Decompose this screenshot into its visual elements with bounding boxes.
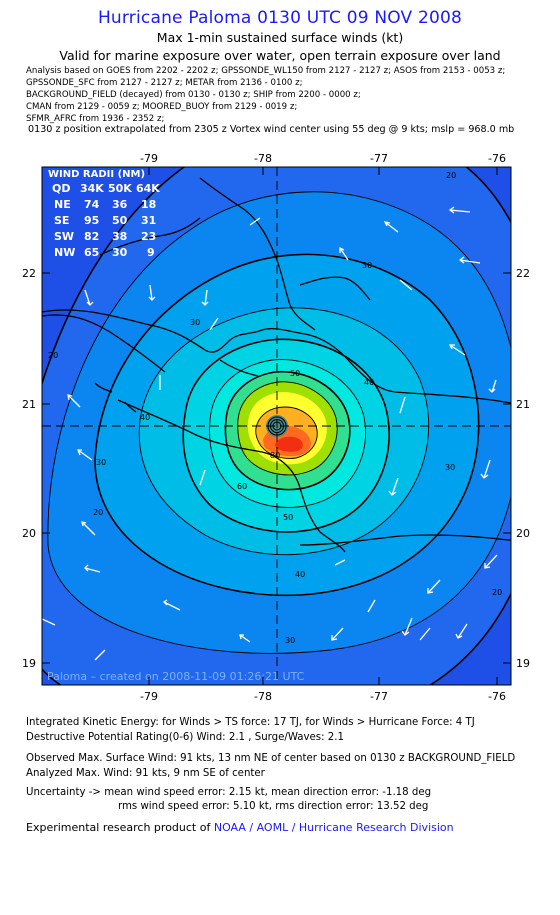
wind-radii-cell: 18 [141,198,156,211]
y-tick-label-left: 22 [22,267,36,280]
contour-label: 20 [492,588,502,597]
x-tick-label-top: -78 [254,152,272,165]
y-tick-label-right: 21 [516,398,530,411]
x-tick-label-bottom: -78 [254,690,272,703]
contour-label: 40 [140,413,150,422]
chart-subtitle-units: Max 1-min sustained surface winds (kt) [156,30,404,45]
contour-label: 30 [190,318,200,327]
wind-radii-header-50k: 50K [108,182,132,195]
hrd-link[interactable]: NOAA / AOML / Hurricane Research Divisio… [213,821,454,834]
contour-label: 50 [290,369,300,378]
x-tick-label-top: -79 [140,152,158,165]
wind-radii-title: WIND RADII (NM) [48,169,145,180]
y-tick-label-right: 19 [516,657,530,670]
chart-subtitle-validity: Valid for marine exposure over water, op… [59,48,501,63]
wind-radii-cell: 50 [112,214,128,227]
contour-label: 20 [48,351,58,360]
wind-field-plot: 20 20 20 20 30 30 30 30 30 40 40 40 50 5… [42,167,511,685]
contour-label: 60 [237,482,247,491]
wind-radii-cell: 38 [112,230,127,243]
dpr-line: Destructive Potential Rating(0-6) Wind: … [26,732,344,743]
wind-radii-cell: 30 [112,246,128,259]
wind-radii-cell: 65 [84,246,99,259]
wind-radii-cell: 82 [84,230,99,243]
y-tick-label-right: 22 [516,267,530,280]
x-tick-label-bottom: -77 [370,690,388,703]
uncertainty-line-1: Uncertainty -> mean wind speed error: 2.… [26,787,432,798]
contour-label: 30 [285,636,295,645]
x-tick-label-bottom: -79 [140,690,158,703]
credit-prefix: Experimental research product of [26,821,214,834]
y-tick-label-left: 19 [22,657,36,670]
source-line-4: CMAN from 2129 - 0059 z; MOORED_BUOY fro… [26,102,298,112]
observed-max-wind: Observed Max. Surface Wind: 91 kts, 13 n… [26,753,516,764]
wind-radii-header-qd: QD [52,182,70,195]
source-line-1: Analysis based on GOES from 2202 - 2202 … [26,66,506,76]
wind-radii-cell: NE [54,198,71,211]
wind-radii-cell: SE [54,214,69,227]
contour-label: 30 [96,458,106,467]
extrapolation-note: 0130 z position extrapolated from 2305 z… [28,124,515,135]
analyzed-max-wind: Analyzed Max. Wind: 91 kts, 9 nm SE of c… [26,768,265,779]
x-tick-label-bottom: -76 [488,690,506,703]
contour-label: 50 [283,513,293,522]
credit-line: Experimental research product of NOAA / … [26,821,454,834]
contour-label: 40 [364,378,374,387]
wind-radii-cell: 9 [147,246,155,259]
source-line-5: SFMR_AFRC from 1936 - 2352 z; [26,114,165,124]
wind-radii-cell: 74 [84,198,100,211]
x-tick-label-top: -77 [370,152,388,165]
source-line-2: GPSSONDE_SFC from 2127 - 2127 z; METAR f… [26,78,303,88]
plot-frame [41,166,512,686]
wind-radii-cell: NW [54,246,75,259]
wind-radii-cell: 23 [141,230,156,243]
y-tick-label-right: 20 [516,527,530,540]
ike-line: Integrated Kinetic Energy: for Winds > T… [26,717,475,728]
uncertainty-line-2: rms wind speed error: 5.10 kt, rms direc… [118,801,429,812]
contour-label: 80 [270,451,280,460]
created-on-label: Paloma – created on 2008-11-09 01:26:21 … [47,670,305,683]
y-tick-label-left: 21 [22,398,36,411]
contour-label: 30 [362,261,372,270]
wind-radii-header-64k: 64K [136,182,160,195]
contour-label: 20 [446,171,456,180]
wind-radii-header-34k: 34K [80,182,104,195]
contour-label: 30 [445,463,455,472]
y-tick-label-left: 20 [22,527,36,540]
x-tick-label-top: -76 [488,152,506,165]
chart-title: Hurricane Paloma 0130 UTC 09 NOV 2008 [97,8,463,28]
contour-label: 40 [295,570,305,579]
wind-radii-cell: SW [54,230,74,243]
contour-label: 20 [93,508,103,517]
wind-radii-cell: 36 [112,198,128,211]
wind-radii-cell: 31 [141,214,156,227]
wind-radii-cell: 95 [84,214,99,227]
source-line-3: BACKGROUND_FIELD (decayed) from 0130 - 0… [26,90,361,100]
